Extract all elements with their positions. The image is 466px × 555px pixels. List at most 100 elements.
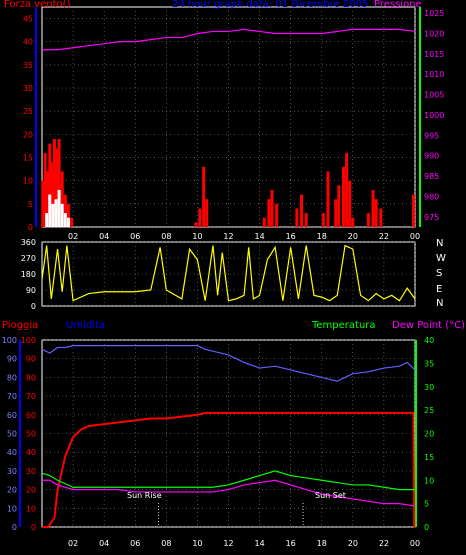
wind-gust-bar xyxy=(60,203,64,227)
humidity-axis-tick-label: 100 xyxy=(2,336,17,345)
wind-speed-bar xyxy=(48,143,52,227)
wind-x-tick-label: 16 xyxy=(286,232,296,241)
wind-speed-bar xyxy=(60,171,64,227)
rain-line xyxy=(42,411,416,528)
direction-label-s: S xyxy=(436,268,443,279)
lower-x-tick-label: 12 xyxy=(223,539,233,548)
humidity-axis-tick-label: 80 xyxy=(7,373,17,382)
wind-axis-tick-label: 15 xyxy=(23,154,33,163)
temperature-axis-tick-label: 40 xyxy=(424,336,434,345)
humidity-axis-tick-label: 30 xyxy=(7,467,17,476)
rain-axis-title: Pioggia xyxy=(2,320,39,331)
humidity-axis-tick-label: 70 xyxy=(7,392,17,401)
wind-axis-tick-label: 20 xyxy=(23,130,33,139)
wind-speed-bar xyxy=(321,213,325,227)
wind-speed-bar xyxy=(337,185,341,227)
wind-speed-bar xyxy=(198,208,202,227)
wind-speed-bar xyxy=(334,199,338,227)
lower-x-tick-label: 10 xyxy=(192,539,202,548)
wind-speed-bar xyxy=(371,189,375,227)
wind-speed-bar xyxy=(345,152,349,227)
wind-speed-bar xyxy=(411,194,415,227)
wind-gust-bar xyxy=(48,194,52,227)
pressure-axis-tick-label: 985 xyxy=(424,172,439,181)
lower-x-tick-label: 14 xyxy=(254,539,264,548)
pressure-line xyxy=(42,28,416,51)
wind-axis-title: Forza vento() xyxy=(4,0,71,10)
pressure-axis-tick-label: 1015 xyxy=(424,50,444,59)
rain-axis-tick-label: 50 xyxy=(26,430,36,439)
wind-gust-bar xyxy=(57,189,61,227)
wind-x-tick-label: 02 xyxy=(68,232,78,241)
wind-speed-bar xyxy=(55,148,59,227)
temperature-axis-tick-label: 15 xyxy=(424,453,434,462)
humidity-axis-tick-label: 10 xyxy=(7,504,17,513)
direction-label-w: W xyxy=(436,253,446,264)
lower-x-tick-label: 22 xyxy=(379,539,389,548)
wind-gust-bar xyxy=(51,203,55,227)
direction-label-n-bottom: N xyxy=(436,298,444,309)
pressure-axis-tick-label: 990 xyxy=(424,152,439,161)
temperature-axis-tick-label: 20 xyxy=(424,430,434,439)
temperature-axis-tick-label: 10 xyxy=(424,476,434,485)
pressure-axis-title: Pressione xyxy=(374,0,422,10)
wind-speed-bar xyxy=(43,152,47,227)
pressure-axis-tick-label: 995 xyxy=(424,131,439,140)
humidity-axis-tick-label: 20 xyxy=(7,486,17,495)
rain-axis-tick-label: 40 xyxy=(26,448,36,457)
direction-label-e: E xyxy=(436,284,443,295)
wind-direction-line xyxy=(41,244,416,302)
direction-label-n-top: N xyxy=(436,238,444,249)
wind-speed-bar xyxy=(57,139,61,227)
pressure-axis-tick-label: 1010 xyxy=(424,70,444,79)
wind-x-tick-label: 06 xyxy=(130,232,140,241)
humidity-axis-tick-label: 40 xyxy=(7,448,17,457)
rain-axis-tick-label: 60 xyxy=(26,411,36,420)
humidity-axis-tick-label: 0 xyxy=(12,523,17,532)
lower-x-tick-label: 00 xyxy=(410,539,420,548)
rain-axis-tick-label: 10 xyxy=(26,504,36,513)
wind-speed-bar xyxy=(50,162,54,227)
direction-axis-tick-label: 0 xyxy=(31,302,36,311)
rain-axis-tick-label: 90 xyxy=(26,355,36,364)
wind-speed-bar xyxy=(262,217,266,227)
wind-speed-bar xyxy=(52,139,56,227)
wind-speed-bar xyxy=(45,171,49,227)
wind-speed-bar xyxy=(63,194,67,227)
rain-axis-tick-label: 20 xyxy=(26,486,36,495)
wind-x-tick-label: 14 xyxy=(254,232,264,241)
wind-speed-bar xyxy=(351,217,355,227)
rain-axis-tick-label: 30 xyxy=(26,467,36,476)
wind-speed-bar xyxy=(379,208,383,227)
wind-gust-bar xyxy=(54,199,58,227)
wind-axis-tick-label: 5 xyxy=(28,200,33,209)
direction-axis-tick-label: 360 xyxy=(21,238,36,247)
lower-x-tick-label: 16 xyxy=(286,539,296,548)
wind-speed-bar xyxy=(326,171,330,227)
pressure-axis-tick-label: 1005 xyxy=(424,91,444,100)
dewpoint-line xyxy=(42,479,416,507)
humidity-line xyxy=(41,345,416,382)
direction-axis-tick-label: 90 xyxy=(26,286,36,295)
lower-x-tick-label: 18 xyxy=(317,539,327,548)
wind-speed-bar xyxy=(374,199,378,227)
temperature-axis-tick-label: 0 xyxy=(424,523,429,532)
wind-speed-bar xyxy=(205,199,209,227)
wind-x-tick-label: 20 xyxy=(348,232,358,241)
wind-speed-bar xyxy=(270,189,274,227)
pressure-axis-tick-label: 1020 xyxy=(424,29,444,38)
pressure-axis-tick-label: 1025 xyxy=(424,9,444,18)
wind-x-tick-label: 04 xyxy=(99,232,109,241)
wind-x-tick-label: 18 xyxy=(317,232,327,241)
sun-rise-label: Sun Rise xyxy=(127,491,162,500)
wind-speed-bar xyxy=(66,203,70,227)
wind-x-tick-label: 12 xyxy=(223,232,233,241)
lower-x-tick-label: 04 xyxy=(99,539,109,548)
wind-speed-bar xyxy=(70,217,74,227)
wind-axis-tick-label: 45 xyxy=(23,15,33,24)
rain-axis-tick-label: 80 xyxy=(26,373,36,382)
wind-gust-bar xyxy=(66,217,70,227)
wind-speed-bar xyxy=(267,199,271,227)
temperature-axis-title: Temperatura xyxy=(312,320,376,331)
wind-speed-bar xyxy=(300,194,304,227)
